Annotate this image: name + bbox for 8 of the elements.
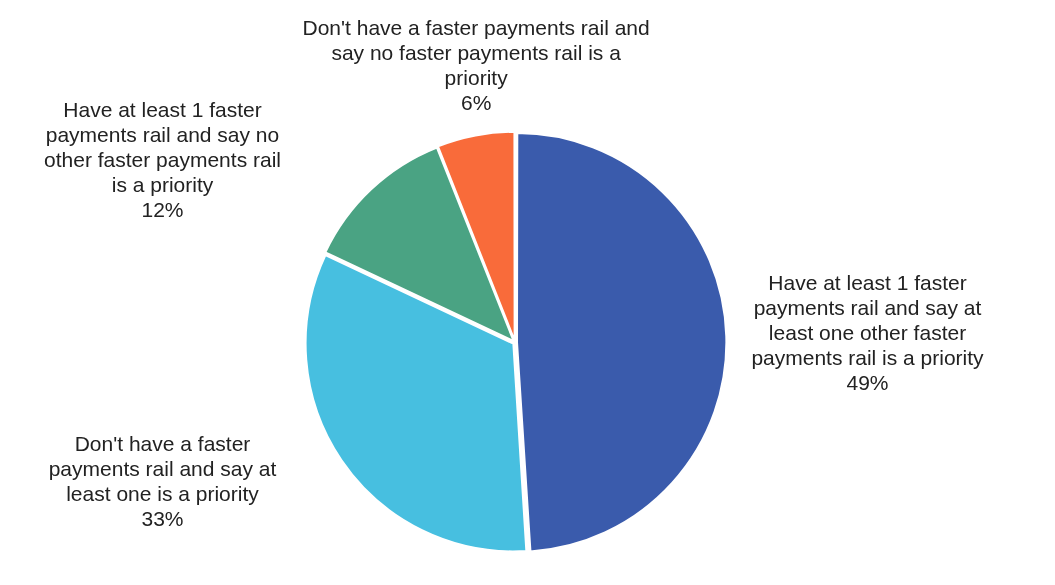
slice-label: Don't have a faster payments rail and say no faster payments rail is a priority <box>302 16 650 90</box>
data-label: 33% <box>141 506 184 530</box>
data-label: 49% <box>846 371 889 395</box>
slice-label: Have at least 1 faster payments rail and say no other faster payments rail is a priority <box>44 97 281 196</box>
slice-label: Don't have a faster payments rail and say at least one is a priority <box>48 431 277 505</box>
slice-label: Have at least 1 faster payments rail and say at least one other faster payments rail is a priority <box>751 271 985 370</box>
data-label: 12% <box>141 197 184 221</box>
data-label: 6% <box>460 91 492 115</box>
